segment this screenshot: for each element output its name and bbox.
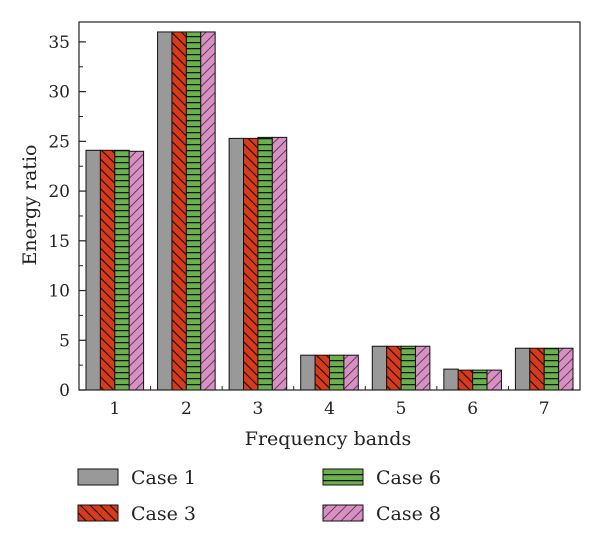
y-axis-label: Energy ratio <box>19 145 41 266</box>
bar-case-3-band-6 <box>457 369 474 391</box>
y-tick-label: 0 <box>59 381 70 401</box>
y-tick-label: 10 <box>48 282 70 302</box>
bar-case-8-band-2 <box>200 31 216 391</box>
y-tick-label: 20 <box>48 182 70 202</box>
bar-case-1-band-4 <box>300 354 316 391</box>
bar-case-6-band-4 <box>329 354 345 391</box>
plot-frame <box>78 21 581 391</box>
x-tick-label: 2 <box>181 399 192 419</box>
x-tick-label: 7 <box>539 399 550 419</box>
x-axis-label: Frequency bands <box>245 428 411 450</box>
x-tick-label: 3 <box>253 399 264 419</box>
bar-case-3-band-1 <box>99 149 116 391</box>
bar-case-6-band-3 <box>257 136 273 391</box>
y-tick-label: 5 <box>59 331 70 351</box>
bar-case-1-band-6 <box>443 368 459 391</box>
y-tick-label: 25 <box>48 132 70 152</box>
bar-case-8-band-1 <box>128 150 145 391</box>
bar-case-1-band-5 <box>371 345 388 391</box>
bar-case-3-band-2 <box>171 31 187 391</box>
bar-case-1-band-3 <box>228 137 245 391</box>
bar-case-8-band-4 <box>343 354 359 391</box>
y-tick-label: 35 <box>48 33 70 53</box>
bar-case-3-band-7 <box>529 347 545 391</box>
legend-swatch-case-6 <box>322 468 364 486</box>
legend-swatch-case-3 <box>77 504 119 522</box>
legend-label-case-6: Case 6 <box>376 467 441 489</box>
bar-case-8-band-7 <box>558 347 574 391</box>
legend-label-case-3: Case 3 <box>131 503 196 525</box>
bar-case-6-band-7 <box>543 347 560 391</box>
bars-group <box>85 31 574 391</box>
legend-swatch-case-1 <box>77 468 119 486</box>
bar-case-1-band-1 <box>85 149 101 391</box>
bar-case-8-band-5 <box>414 345 431 391</box>
y-tick-label: 30 <box>48 83 70 103</box>
legend-label-case-8: Case 8 <box>376 503 441 525</box>
bar-case-3-band-3 <box>243 137 259 391</box>
legend-swatch-case-8 <box>322 504 364 522</box>
bar-case-6-band-1 <box>114 149 130 391</box>
legend-label-case-1: Case 1 <box>131 467 196 489</box>
x-tick-label: 6 <box>467 399 478 419</box>
legend: Case 1 Case 3 Case 6 Case 8 <box>77 467 441 525</box>
bar-case-6-band-2 <box>185 31 202 391</box>
x-tick-label: 4 <box>324 399 335 419</box>
x-tick-label: 1 <box>109 399 120 419</box>
bar-case-6-band-5 <box>400 345 416 391</box>
axes-group: 0 5 10 15 20 25 30 35 1 2 3 4 5 6 7 <box>48 21 581 419</box>
bar-case-3-band-5 <box>386 345 402 391</box>
bar-case-8-band-3 <box>271 136 288 391</box>
bar-case-3-band-4 <box>314 354 331 391</box>
y-tick-label: 15 <box>48 232 70 252</box>
x-tick-label: 5 <box>396 399 407 419</box>
bar-case-6-band-6 <box>472 369 488 391</box>
bar-case-1-band-2 <box>157 31 173 391</box>
bar-case-1-band-7 <box>514 347 531 391</box>
bar-case-8-band-6 <box>486 369 502 391</box>
